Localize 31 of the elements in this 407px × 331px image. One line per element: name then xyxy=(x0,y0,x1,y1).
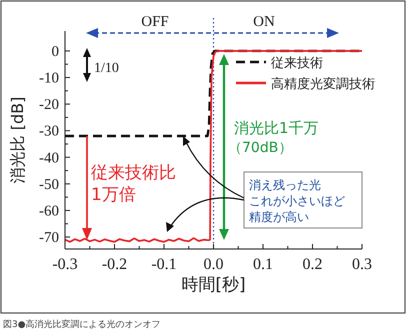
y-axis-title: 消光比 [dB] xyxy=(8,96,27,184)
line-series xyxy=(64,50,363,243)
x-tick-label: -0.3 xyxy=(52,256,78,273)
legend-label: 高精度光変調技術 xyxy=(271,76,375,92)
annotation: 消光比1千万 xyxy=(234,119,319,137)
y-tick-label: -60 xyxy=(39,203,59,220)
annotation: （70dB） xyxy=(228,140,292,156)
x-tick-label: 0.3 xyxy=(352,256,372,273)
x-tick-label: 0.2 xyxy=(302,256,322,273)
annotation: 1万倍 xyxy=(91,185,136,205)
y-tick-label: 0 xyxy=(52,44,59,60)
x-tick-label: -0.1 xyxy=(151,256,177,273)
x-axis-title: 時間[秒] xyxy=(181,275,246,295)
annotation: 従来技術比 xyxy=(91,163,176,183)
y-tick-label: -40 xyxy=(39,150,59,166)
y-tick-label: -30 xyxy=(39,124,59,140)
annotation: 精度が高い xyxy=(249,210,309,224)
y-tick-label: -70 xyxy=(39,230,59,246)
y-tick-label: -20 xyxy=(39,97,59,114)
text: ON xyxy=(253,14,275,30)
x-tick-label: 0.0 xyxy=(204,256,224,273)
x-tick-label: -0.2 xyxy=(102,256,128,273)
legend-label: 従来技術 xyxy=(271,56,323,71)
caption: 図3●高消光比変調による光のオンオフ xyxy=(3,319,161,330)
y-tick-label: -10 xyxy=(39,70,59,87)
annotation: 消え残った光 xyxy=(249,178,321,192)
text: OFF xyxy=(141,14,169,30)
annotation: これが小さいほど xyxy=(249,194,345,208)
annotation: 1/10 xyxy=(94,61,119,76)
y-tick-label: -50 xyxy=(39,176,59,193)
x-tick-label: 0.1 xyxy=(253,256,273,273)
